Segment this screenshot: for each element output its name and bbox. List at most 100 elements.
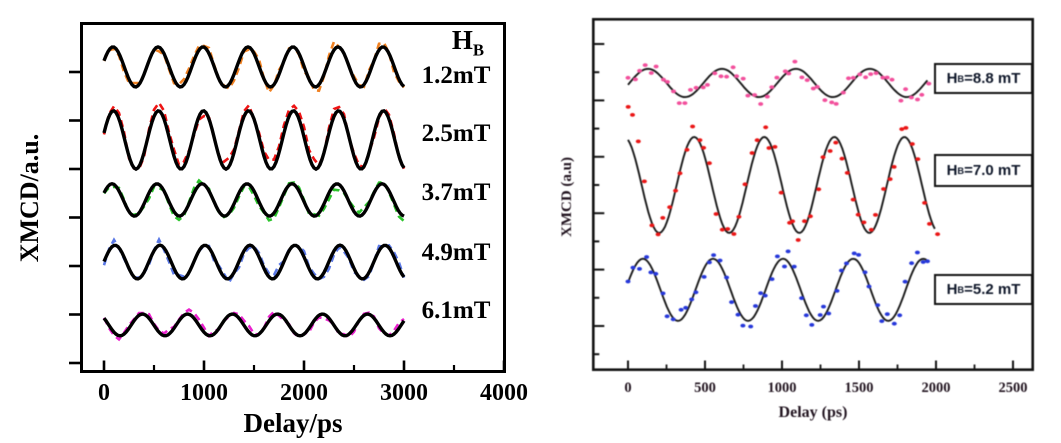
right-data-point-7 — [641, 179, 647, 184]
right-data-point-8.8 — [908, 95, 914, 100]
left-fit-curve-6.1mT — [102, 312, 406, 338]
right-data-point-5.2 — [862, 270, 868, 275]
right-data-point-8.8 — [884, 75, 890, 80]
right-data-point-7 — [855, 212, 861, 217]
right-data-point-8.8 — [840, 90, 846, 95]
right-data-point-8.8 — [868, 72, 874, 76]
left-legend-title: HB — [423, 25, 513, 60]
right-data-point-5.2 — [769, 277, 775, 281]
right-data-point-7 — [736, 214, 742, 219]
right-fit-curve-7 — [627, 136, 936, 235]
right-data-point-8.8 — [810, 86, 816, 91]
left-plot-frame — [80, 22, 506, 373]
right-data-point-7 — [690, 124, 696, 129]
right-data-point-7 — [742, 182, 748, 187]
right-data-point-7 — [697, 138, 703, 143]
right-data-point-7 — [915, 157, 921, 162]
right-data-point-5.2 — [799, 296, 805, 300]
right-data-point-5.2 — [826, 311, 832, 316]
right-data-point-8.8 — [850, 75, 856, 80]
right-data-point-7 — [772, 145, 778, 149]
right-data-point-7 — [839, 156, 845, 161]
field-label-sub: B — [957, 73, 965, 84]
right-data-point-8.8 — [637, 68, 643, 73]
right-data-point-8.8 — [863, 75, 869, 80]
right-data-point-7 — [719, 227, 725, 232]
field-label-prefix: H — [946, 70, 958, 87]
right-data-point-7 — [731, 232, 737, 236]
right-data-point-7 — [844, 171, 850, 175]
right-data-point-7 — [684, 147, 690, 152]
field-label-sub: B — [957, 284, 965, 295]
right-data-point-7 — [881, 187, 887, 191]
right-data-point-8.8 — [730, 65, 736, 70]
right-plot-canvas — [591, 17, 1034, 371]
right-field-label-box-5.2: H B =5.2 mT — [934, 274, 1033, 305]
right-data-point-5.2 — [689, 297, 695, 302]
right-data-point-8.8 — [664, 80, 670, 84]
right-data-point-8.8 — [873, 71, 879, 75]
left-x-tick-label-3000: 3000 — [380, 380, 428, 406]
right-data-point-5.2 — [664, 314, 670, 319]
right-data-point-8.8 — [700, 85, 706, 90]
left-y-axis-label: XMCD/a.u. — [15, 133, 44, 263]
right-data-point-8.8 — [915, 97, 920, 102]
left-legend-title-main: H — [451, 25, 473, 55]
left-plot-canvas — [69, 22, 506, 373]
right-data-point-8.8 — [774, 75, 780, 80]
right-data-point-8.8 — [833, 102, 839, 106]
left-fit-curve-1.2mT — [102, 45, 406, 89]
right-data-point-7 — [891, 165, 897, 169]
right-data-point-5.2 — [748, 324, 754, 329]
right-plot-frame — [591, 17, 1034, 371]
right-data-point-7 — [706, 161, 712, 166]
right-data-point-5.2 — [683, 305, 689, 310]
right-data-point-5.2 — [625, 279, 631, 284]
right-data-point-8.8 — [648, 71, 654, 75]
left-legend-title-sub: B — [472, 40, 485, 60]
right-data-point-5.2 — [762, 293, 768, 298]
right-data-point-5.2 — [909, 261, 915, 266]
right-data-point-8.8 — [688, 88, 693, 92]
right-data-point-5.2 — [897, 313, 903, 318]
right-data-point-8.8 — [889, 77, 895, 82]
field-label-value: =7.0 mT — [964, 162, 1021, 179]
right-chart-panel: XMCD (a.u) Delay (ps) 0 500 1000 1500 2000 25… — [530, 0, 1061, 443]
right-data-point-5.2 — [782, 264, 787, 269]
right-data-point-7 — [927, 222, 932, 226]
right-data-point-8.8 — [724, 74, 730, 79]
right-data-point-7 — [660, 216, 666, 220]
right-data-point-5.2 — [838, 268, 844, 273]
right-data-point-8.8 — [903, 87, 909, 92]
left-fit-curve-4.9mT — [102, 243, 406, 281]
right-data-point-7 — [725, 227, 731, 231]
right-data-point-7 — [701, 145, 707, 150]
left-legend-entry-4.9mT: 4.9mT — [421, 239, 491, 266]
right-data-point-7 — [677, 171, 683, 176]
right-data-point-7 — [790, 219, 796, 224]
right-data-point-5.2 — [879, 319, 885, 323]
field-label-prefix: H — [946, 162, 958, 179]
right-data-point-5.2 — [884, 312, 890, 316]
right-data-point-8.8 — [676, 101, 682, 105]
right-data-point-7 — [899, 127, 905, 131]
right-data-point-5.2 — [817, 313, 823, 317]
right-data-point-7 — [754, 138, 760, 143]
right-data-point-8.8 — [880, 75, 886, 80]
right-data-point-8.8 — [822, 98, 828, 103]
left-legend-entry-1.2mT: 1.2mT — [421, 62, 491, 89]
right-data-point-7 — [850, 197, 856, 202]
right-data-point-8.8 — [919, 92, 925, 97]
right-fit-curve-5.2 — [627, 257, 928, 322]
right-data-point-8.8 — [764, 94, 770, 99]
right-data-point-5.2 — [821, 304, 826, 309]
right-data-point-5.2 — [729, 300, 735, 304]
right-data-point-5.2 — [735, 312, 741, 317]
left-fit-curve-2.5mT — [102, 109, 406, 172]
right-data-point-7 — [909, 142, 915, 146]
right-data-point-5.2 — [653, 271, 659, 276]
right-data-point-7 — [667, 205, 673, 210]
right-x-axis-label: Delay (ps) — [778, 404, 848, 421]
right-data-point-5.2 — [678, 307, 684, 312]
left-data-trace-2.5mT — [102, 100, 406, 171]
